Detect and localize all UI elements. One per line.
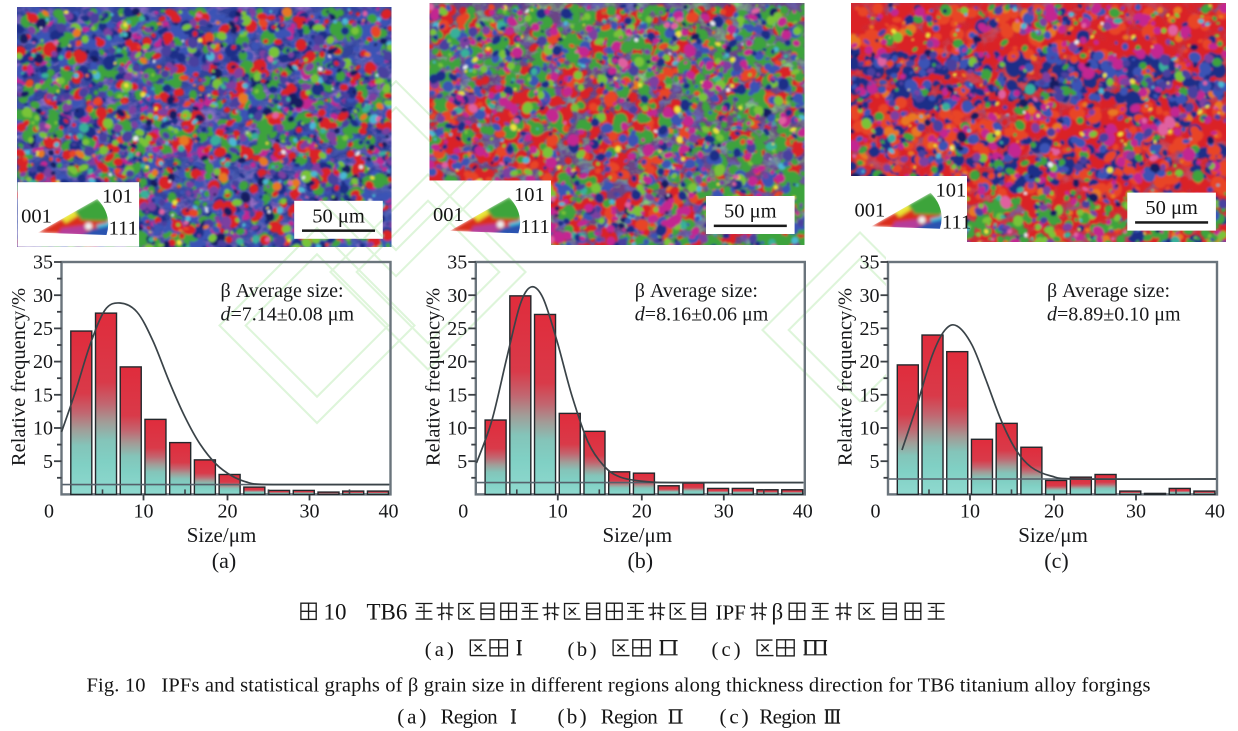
svg-text:50 μm: 50 μm <box>312 205 365 227</box>
svg-text:TB6: TB6 <box>367 600 408 625</box>
svg-text:Relative frequency/%: Relative frequency/% <box>835 288 857 466</box>
svg-text:25: 25 <box>447 318 467 340</box>
svg-text:Relative frequency/%: Relative frequency/% <box>8 288 30 466</box>
svg-text:5: 5 <box>457 451 467 473</box>
svg-text:( c ): ( c ) <box>712 639 741 661</box>
svg-text:(a): (a) <box>212 548 236 573</box>
svg-text:35: 35 <box>33 252 53 274</box>
svg-text:10: 10 <box>548 501 568 523</box>
svg-text:001: 001 <box>433 204 464 226</box>
svg-text:30: 30 <box>33 285 53 307</box>
svg-text:d=7.14±0.08 μm: d=7.14±0.08 μm <box>221 304 355 326</box>
svg-text:20: 20 <box>218 501 238 523</box>
svg-text:10: 10 <box>33 418 53 440</box>
svg-text:(b): (b) <box>627 548 653 573</box>
svg-text:d=8.89±0.10 μm: d=8.89±0.10 μm <box>1047 304 1181 326</box>
svg-text:25: 25 <box>33 318 53 340</box>
svg-text:Relative frequency/%: Relative frequency/% <box>422 288 444 466</box>
svg-text:15: 15 <box>447 384 467 406</box>
svg-text:Region: Region <box>601 705 659 729</box>
svg-text:β Average size:: β Average size: <box>221 280 344 302</box>
svg-text:d=8.16±0.06 μm: d=8.16±0.06 μm <box>635 304 769 326</box>
svg-text:10: 10 <box>324 600 347 625</box>
svg-text:20: 20 <box>632 501 652 523</box>
svg-text:001: 001 <box>21 206 52 228</box>
svg-text:30: 30 <box>300 501 320 523</box>
svg-text:Size/μm: Size/μm <box>187 523 257 547</box>
svg-text:( b ): ( b ) <box>568 639 597 661</box>
svg-text:0: 0 <box>44 501 54 523</box>
svg-text:0: 0 <box>871 501 881 523</box>
svg-text:20: 20 <box>447 351 467 373</box>
svg-text:15: 15 <box>860 384 880 406</box>
svg-text:35: 35 <box>447 252 467 274</box>
svg-text:10: 10 <box>134 501 154 523</box>
svg-text:Fig. 10 IPFs and statistical: Fig. 10 IPFs and statistical graphs of β… <box>87 675 1151 697</box>
svg-text:101: 101 <box>102 186 133 208</box>
svg-text:101: 101 <box>514 184 545 206</box>
svg-text:0: 0 <box>458 501 468 523</box>
svg-text:5: 5 <box>870 451 880 473</box>
svg-text:5: 5 <box>43 451 53 473</box>
svg-text:20: 20 <box>1044 501 1064 523</box>
svg-text:( a ): ( a ) <box>425 639 454 661</box>
svg-text:40: 40 <box>1205 501 1225 523</box>
svg-text:30: 30 <box>1126 501 1146 523</box>
svg-text:20: 20 <box>860 351 880 373</box>
svg-text:IPF: IPF <box>716 601 746 625</box>
svg-text:β: β <box>772 600 784 625</box>
svg-text:111: 111 <box>521 216 550 238</box>
svg-text:111: 111 <box>942 212 971 234</box>
svg-text:( c ): ( c ) <box>720 705 749 729</box>
svg-text:50 μm: 50 μm <box>1145 197 1198 219</box>
svg-text:10: 10 <box>860 418 880 440</box>
svg-text:30: 30 <box>447 285 467 307</box>
svg-text:(c): (c) <box>1044 548 1068 573</box>
svg-text:Size/μm: Size/μm <box>1018 523 1088 547</box>
svg-text:111: 111 <box>109 218 138 240</box>
svg-text:40: 40 <box>379 501 399 523</box>
svg-text:Region: Region <box>441 705 499 729</box>
svg-text:β Average size:: β Average size: <box>635 280 758 302</box>
svg-text:Size/μm: Size/μm <box>603 523 673 547</box>
svg-text:( a ): ( a ) <box>397 705 426 729</box>
svg-text:15: 15 <box>33 384 53 406</box>
svg-text:25: 25 <box>860 318 880 340</box>
svg-text:30: 30 <box>860 285 880 307</box>
svg-text:( b ): ( b ) <box>558 705 587 729</box>
svg-text:β Average size:: β Average size: <box>1047 280 1170 302</box>
svg-text:101: 101 <box>936 180 967 202</box>
svg-text:35: 35 <box>860 252 880 274</box>
svg-text:20: 20 <box>33 351 53 373</box>
svg-text:40: 40 <box>793 501 813 523</box>
svg-text:Region: Region <box>759 705 817 729</box>
svg-text:50 μm: 50 μm <box>724 201 777 223</box>
svg-text:10: 10 <box>447 418 467 440</box>
svg-text:001: 001 <box>855 200 886 222</box>
svg-text:10: 10 <box>960 501 980 523</box>
svg-text:30: 30 <box>714 501 734 523</box>
